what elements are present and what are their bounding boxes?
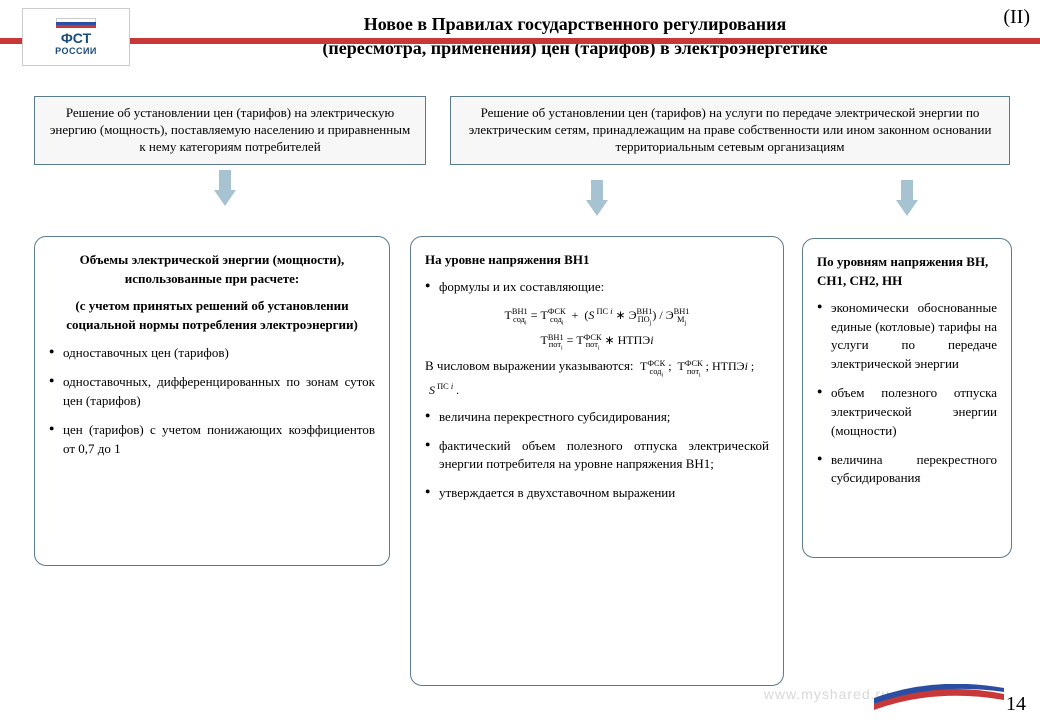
list-item: фактический объем полезного отпуска элек… (425, 437, 769, 475)
formula-1: ТВН1содi = ТФСКсодi + (S ПС i ∗ ЭВН1ПОj)… (425, 307, 769, 324)
plain-text: В числовом выражении указываются: (425, 358, 634, 373)
fst-logo: ФСТ РОССИИ (22, 8, 130, 66)
box-b-plain: В числовом выражении указываются: ТФСКсо… (425, 357, 769, 376)
header-red-bar (0, 38, 1040, 44)
content-box-volumes: Объемы электрической энергии (мощности),… (34, 236, 390, 566)
list-item: формулы и их составляющие: (425, 278, 769, 297)
formula-inline: ТФСКсодi ; ТФСКпотi ; НТПЭi ; (640, 359, 754, 373)
box-a-list: одноставочных цен (тарифов) одноставочны… (49, 344, 375, 458)
formula-inline-2: S ПС i . (429, 382, 769, 399)
list-item: одноставочных цен (тарифов) (49, 344, 375, 363)
logo-main-text: ФСТ (61, 30, 91, 46)
page-roman-numeral: (II) (1003, 6, 1030, 29)
arrow-down-icon (214, 170, 236, 206)
content-box-levels: По уровням напряжения ВН, СН1, СН2, НН э… (802, 238, 1012, 558)
content-box-vn1: На уровне напряжения ВН1 формулы и их со… (410, 236, 784, 686)
arrow-down-icon (896, 180, 918, 216)
decision-box-left: Решение об установлении цен (тарифов) на… (34, 96, 426, 165)
list-item: величина перекрестного субсидирования (817, 451, 997, 489)
watermark-text: www.myshared.ru (764, 686, 890, 702)
swoosh-decoration-icon (874, 684, 1004, 712)
list-item: утверждается в двухставочном выражении (425, 484, 769, 503)
box-a-lead: Объемы электрической энергии (мощности),… (49, 251, 375, 289)
page-title: Новое в Правилах государственного регули… (160, 12, 990, 61)
box-c-list: экономически обоснованные единые (котлов… (817, 299, 997, 489)
page-number: 14 (1006, 693, 1026, 716)
box-a-sub: (с учетом принятых решений об установлен… (49, 297, 375, 335)
list-item: цен (тарифов) с учетом понижающих коэффи… (49, 421, 375, 459)
list-item: объем полезного отпуска электрической эн… (817, 384, 997, 441)
title-line-1: Новое в Правилах государственного регули… (364, 14, 787, 34)
box-b-list-1: формулы и их составляющие: (425, 278, 769, 297)
arrow-down-icon (586, 180, 608, 216)
formula-2: ТВН1потi = ТФСКпотi ∗ НТПЭi (425, 332, 769, 349)
box-b-lead: На уровне напряжения ВН1 (425, 251, 769, 270)
decision-box-right: Решение об установлении цен (тарифов) на… (450, 96, 1010, 165)
flag-icon (56, 18, 96, 28)
list-item: экономически обоснованные единые (котлов… (817, 299, 997, 374)
box-c-lead: По уровням напряжения ВН, СН1, СН2, НН (817, 253, 997, 291)
list-item: величина перекрестного субсидирования; (425, 408, 769, 427)
list-item: одноставочных, дифференцированных по зон… (49, 373, 375, 411)
box-b-list-2: величина перекрестного субсидирования; ф… (425, 408, 769, 503)
logo-sub-text: РОССИИ (55, 46, 97, 56)
